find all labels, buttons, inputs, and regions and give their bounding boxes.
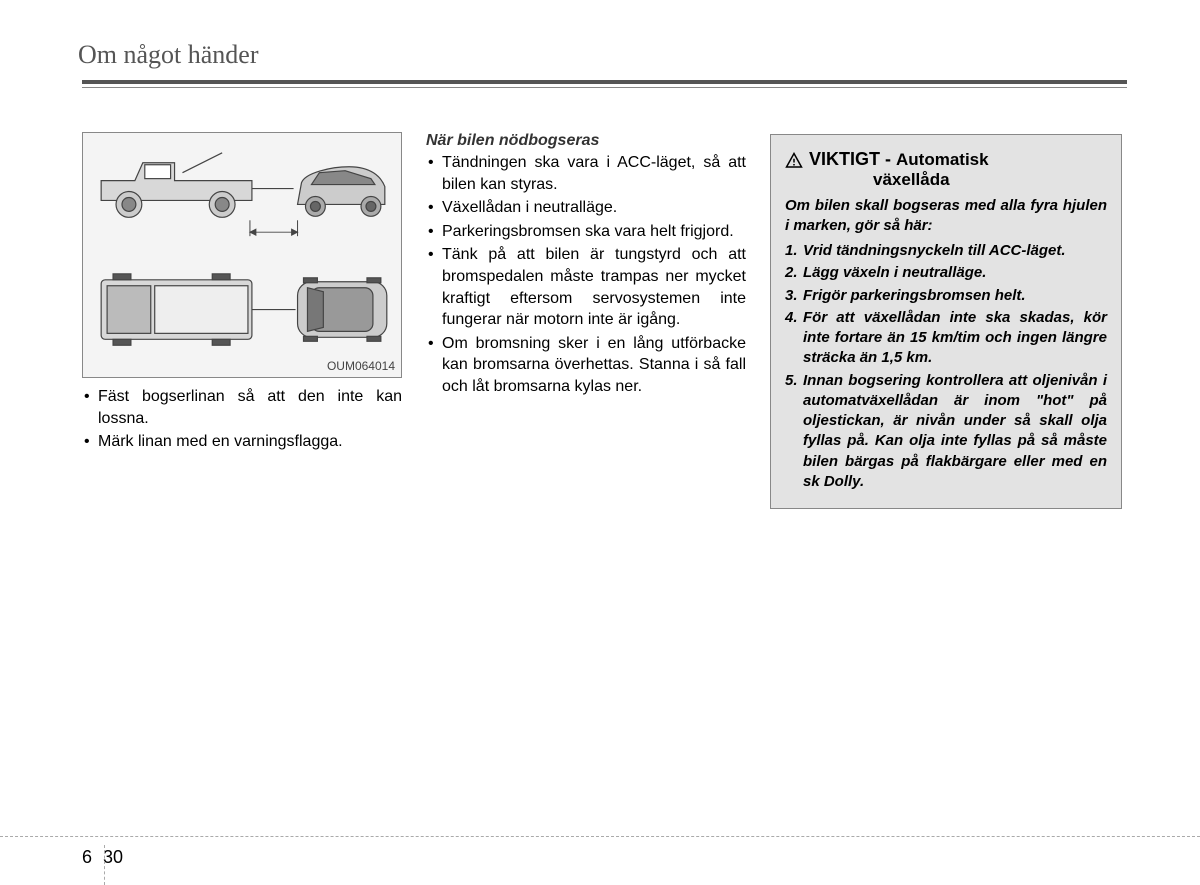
title-rule-thick bbox=[82, 80, 1127, 84]
warning-box: VIKTIGT - Automatisk växellåda Om bilen … bbox=[770, 134, 1122, 509]
page-footer: 6 30 bbox=[0, 836, 1200, 849]
warning-icon bbox=[785, 152, 803, 170]
warning-dash: - bbox=[880, 149, 896, 169]
list-item: Växellådan i neutralläge. bbox=[426, 197, 746, 219]
list-item: Vrid tändningsnyckeln till ACC-läget. bbox=[785, 241, 1107, 261]
middle-heading: När bilen nödbogseras bbox=[426, 132, 746, 150]
page-number-value: 30 bbox=[103, 847, 123, 867]
left-column: OUM064014 Fäst bogserlinan så att den in… bbox=[82, 132, 402, 509]
warning-header: VIKTIGT - Automatisk växellåda bbox=[785, 149, 1107, 190]
title-rule-thin bbox=[82, 87, 1127, 88]
section-title: Om något händer bbox=[78, 40, 1134, 70]
list-item: Innan bogsering kontrollera att oljenivå… bbox=[785, 371, 1107, 493]
left-bullet-list: Fäst bogserlinan så att den inte kan los… bbox=[82, 386, 402, 453]
warning-subtitle-2: växellåda bbox=[873, 170, 989, 190]
columns: OUM064014 Fäst bogserlinan så att den in… bbox=[82, 132, 1134, 509]
towing-illustration-svg bbox=[83, 133, 401, 377]
list-item: Märk linan med en varningsflagga. bbox=[82, 431, 402, 453]
list-item: Tänk på att bilen är tungstyrd och att b… bbox=[426, 244, 746, 330]
list-item: Frigör parkeringsbromsen helt. bbox=[785, 286, 1107, 306]
towing-diagram: OUM064014 bbox=[82, 132, 402, 378]
right-column: VIKTIGT - Automatisk växellåda Om bilen … bbox=[770, 132, 1122, 509]
page-content: Om något händer bbox=[82, 40, 1134, 509]
page-number: 6 30 bbox=[82, 847, 123, 868]
list-item: För att växellådan inte ska skadas, kör … bbox=[785, 308, 1107, 369]
warning-title-block: VIKTIGT - Automatisk växellåda bbox=[809, 149, 989, 190]
list-item: Om bromsning sker i en lång utförbacke k… bbox=[426, 333, 746, 398]
warning-ordered-list: Vrid tändningsnyckeln till ACC-läget. Lä… bbox=[785, 241, 1107, 492]
warning-title: VIKTIGT bbox=[809, 149, 880, 169]
list-item: Parkeringsbromsen ska vara helt frigjord… bbox=[426, 221, 746, 243]
image-code-label: OUM064014 bbox=[327, 359, 395, 373]
middle-bullet-list: Tändningen ska vara i ACC-läget, så att … bbox=[426, 152, 746, 398]
list-item: Lägg växeln i neutralläge. bbox=[785, 263, 1107, 283]
list-item: Tändningen ska vara i ACC-läget, så att … bbox=[426, 152, 746, 195]
chapter-number: 6 bbox=[82, 847, 92, 867]
warning-subtitle-1: Automatisk bbox=[896, 150, 989, 169]
middle-column: När bilen nödbogseras Tändningen ska var… bbox=[426, 132, 746, 509]
list-item: Fäst bogserlinan så att den inte kan los… bbox=[82, 386, 402, 429]
page-separator bbox=[104, 845, 105, 885]
warning-intro: Om bilen skall bogseras med alla fyra hj… bbox=[785, 196, 1107, 235]
